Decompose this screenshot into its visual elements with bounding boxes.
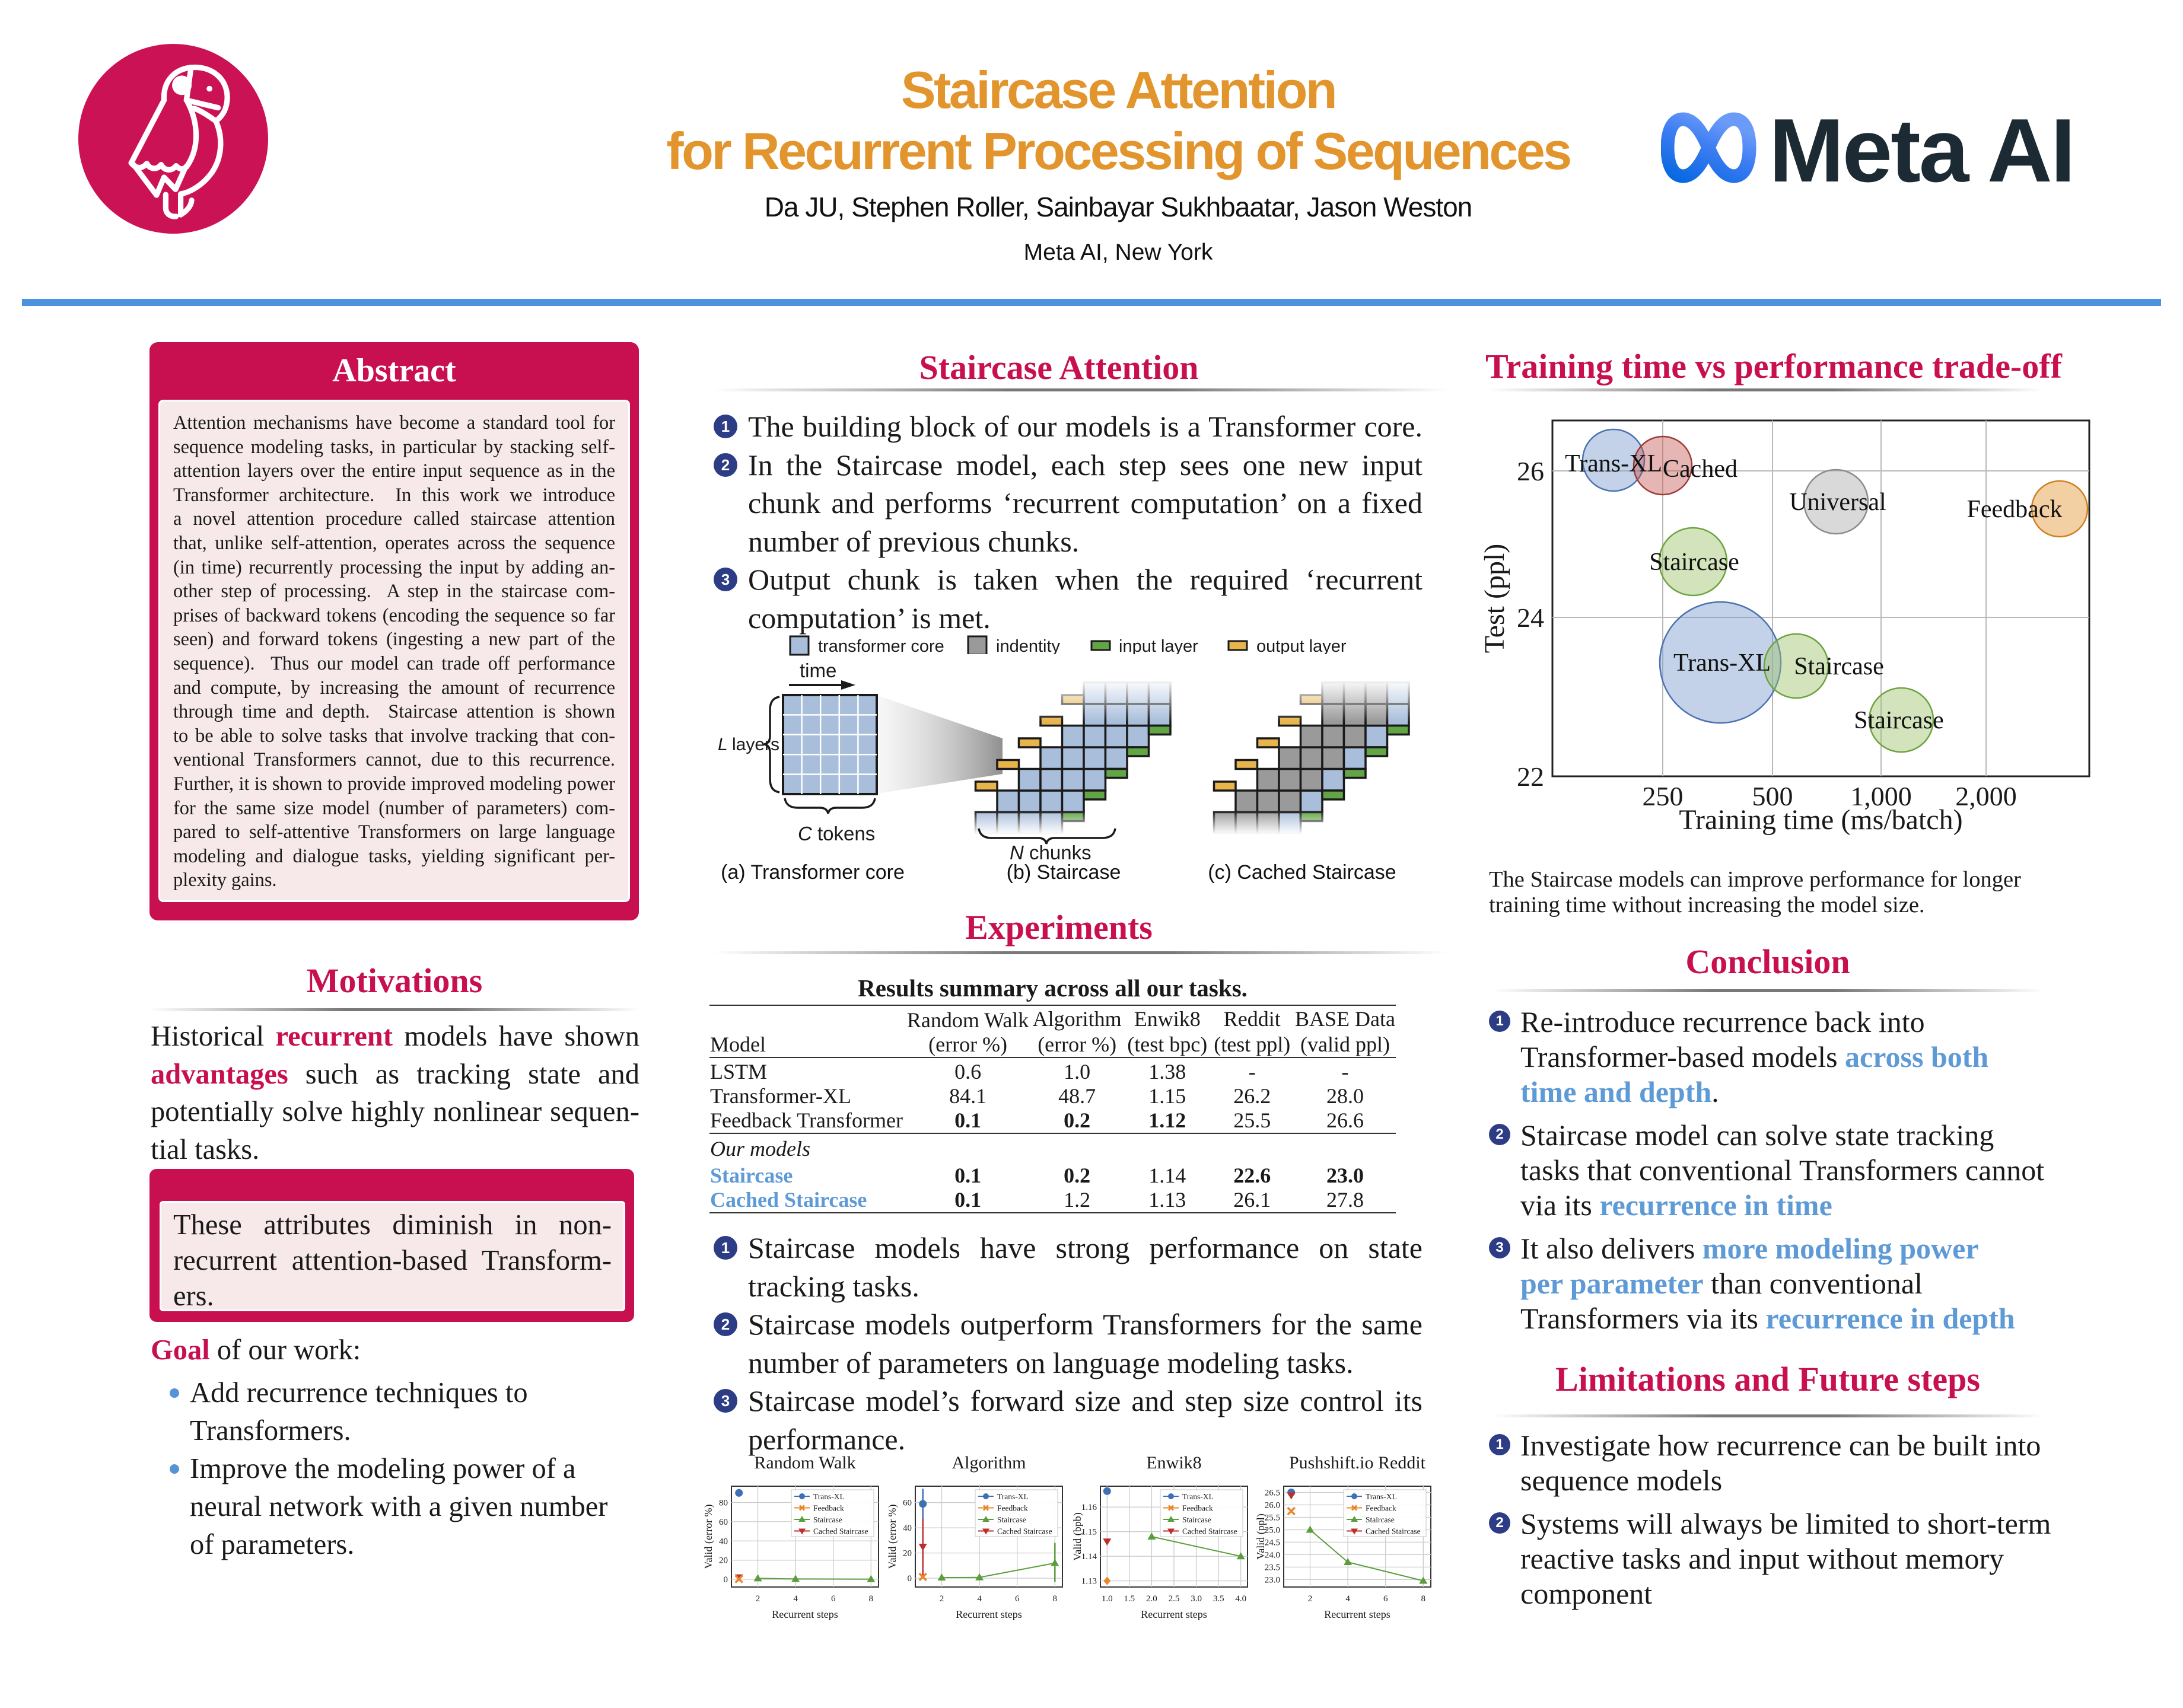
svg-text:0: 0 xyxy=(724,1575,728,1585)
svg-text:25.5: 25.5 xyxy=(1265,1513,1280,1523)
svg-text:60: 60 xyxy=(719,1518,728,1527)
svg-text:output layer: output layer xyxy=(1256,637,1347,656)
svg-text:indentity: indentity xyxy=(996,637,1061,656)
svg-text:Trans-XL: Trans-XL xyxy=(1673,649,1771,677)
svg-text:80: 80 xyxy=(719,1499,728,1508)
svg-text:transformer core: transformer core xyxy=(818,637,944,656)
svg-text:Trans-XL: Trans-XL xyxy=(1366,1492,1397,1501)
svg-text:2.0: 2.0 xyxy=(1146,1594,1157,1604)
svg-text:Valid (bpb): Valid (bpb) xyxy=(1071,1512,1084,1560)
svg-text:26.5: 26.5 xyxy=(1265,1489,1280,1498)
svg-text:Random Walk: Random Walk xyxy=(754,1453,855,1473)
svg-text:6: 6 xyxy=(831,1594,836,1604)
svg-text:Feedback: Feedback xyxy=(1366,1504,1396,1513)
svg-text:2: 2 xyxy=(1308,1594,1313,1604)
svg-text:60: 60 xyxy=(903,1499,912,1508)
svg-text:Valid (error %): Valid (error %) xyxy=(886,1505,899,1569)
svg-text:6: 6 xyxy=(1383,1594,1388,1604)
svg-text:4: 4 xyxy=(1345,1594,1350,1604)
svg-text:layers: layers xyxy=(732,735,779,754)
svg-text:Valid (ppl): Valid (ppl) xyxy=(1255,1513,1267,1559)
svg-text:1.13: 1.13 xyxy=(1081,1577,1097,1586)
svg-text:20: 20 xyxy=(903,1549,912,1559)
svg-text:8: 8 xyxy=(869,1594,874,1604)
svg-text:1,000: 1,000 xyxy=(1850,781,1912,811)
svg-text:6: 6 xyxy=(1015,1594,1020,1604)
svg-text:Cached Staircase: Cached Staircase xyxy=(1366,1527,1421,1536)
svg-text:26: 26 xyxy=(1517,456,1544,486)
svg-text:4: 4 xyxy=(977,1594,982,1604)
svg-text:2.5: 2.5 xyxy=(1169,1594,1180,1604)
svg-text:time: time xyxy=(800,659,836,681)
svg-text:0: 0 xyxy=(908,1574,912,1583)
svg-text:Cached Staircase: Cached Staircase xyxy=(997,1527,1052,1536)
svg-text:Valid (error %): Valid (error %) xyxy=(702,1505,715,1569)
svg-text:Recurrent steps: Recurrent steps xyxy=(1141,1608,1207,1620)
svg-text:Feedback: Feedback xyxy=(997,1504,1028,1513)
svg-text:N chunks: N chunks xyxy=(1010,842,1092,863)
svg-text:40: 40 xyxy=(719,1537,728,1546)
svg-text:Staircase: Staircase xyxy=(813,1515,842,1524)
svg-text:Feedback: Feedback xyxy=(1967,496,2063,523)
svg-text:Training time (ms/batch): Training time (ms/batch) xyxy=(1679,804,1962,836)
svg-text:22: 22 xyxy=(1517,761,1544,792)
svg-text:24.5: 24.5 xyxy=(1265,1538,1280,1547)
svg-text:4.0: 4.0 xyxy=(1235,1594,1246,1604)
svg-text:Feedback: Feedback xyxy=(813,1504,844,1513)
svg-text:2,000: 2,000 xyxy=(1955,781,2017,811)
svg-text:Trans-XL: Trans-XL xyxy=(813,1492,845,1501)
svg-text:4: 4 xyxy=(793,1594,798,1604)
svg-text:Universal: Universal xyxy=(1789,489,1886,516)
svg-text:Feedback: Feedback xyxy=(1182,1504,1213,1513)
svg-text:40: 40 xyxy=(903,1524,912,1533)
svg-text:Pushshift.io Reddit: Pushshift.io Reddit xyxy=(1289,1453,1426,1473)
svg-text:3.0: 3.0 xyxy=(1191,1594,1202,1604)
svg-text:24.0: 24.0 xyxy=(1265,1550,1280,1560)
svg-text:2: 2 xyxy=(756,1594,760,1604)
svg-text:23.5: 23.5 xyxy=(1265,1563,1280,1572)
svg-text:Recurrent steps: Recurrent steps xyxy=(772,1608,838,1620)
svg-text:25.0: 25.0 xyxy=(1265,1526,1280,1535)
svg-text:3.5: 3.5 xyxy=(1213,1594,1224,1604)
svg-text:26.0: 26.0 xyxy=(1265,1501,1280,1511)
svg-text:8: 8 xyxy=(1053,1594,1058,1604)
svg-text:Meta AI: Meta AI xyxy=(1769,111,2074,200)
svg-text:Staircase: Staircase xyxy=(1794,653,1884,680)
svg-text:Trans-XL: Trans-XL xyxy=(1565,450,1662,477)
svg-text:C tokens: C tokens xyxy=(798,823,875,845)
svg-text:Staircase: Staircase xyxy=(997,1515,1026,1524)
svg-text:23.0: 23.0 xyxy=(1265,1575,1280,1585)
svg-text:Recurrent steps: Recurrent steps xyxy=(956,1608,1022,1620)
svg-text:Test (ppl): Test (ppl) xyxy=(1479,544,1510,654)
svg-text:24: 24 xyxy=(1517,603,1544,633)
svg-text:L: L xyxy=(718,735,728,754)
svg-text:500: 500 xyxy=(1752,781,1793,811)
svg-text:Staircase: Staircase xyxy=(1366,1515,1395,1524)
svg-text:Staircase: Staircase xyxy=(1182,1515,1211,1524)
svg-text:Staircase: Staircase xyxy=(1649,549,1739,576)
svg-text:2: 2 xyxy=(940,1594,944,1604)
svg-text:Algorithm: Algorithm xyxy=(952,1453,1026,1473)
svg-text:Recurrent steps: Recurrent steps xyxy=(1324,1608,1390,1620)
svg-text:8: 8 xyxy=(1421,1594,1426,1604)
svg-text:1.5: 1.5 xyxy=(1124,1594,1135,1604)
svg-text:1.15: 1.15 xyxy=(1081,1528,1097,1537)
svg-text:Staircase: Staircase xyxy=(1854,707,1944,734)
svg-text:Trans-XL: Trans-XL xyxy=(997,1492,1029,1501)
svg-text:Cached Staircase: Cached Staircase xyxy=(813,1527,868,1536)
svg-text:Trans-XL: Trans-XL xyxy=(1182,1492,1214,1501)
svg-text:1.16: 1.16 xyxy=(1081,1503,1097,1512)
svg-text:input layer: input layer xyxy=(1119,637,1198,656)
svg-text:20: 20 xyxy=(719,1556,728,1566)
svg-text:1.0: 1.0 xyxy=(1102,1594,1113,1604)
svg-text:Cached: Cached xyxy=(1663,455,1738,483)
svg-text:1.14: 1.14 xyxy=(1081,1552,1097,1562)
svg-text:Cached Staircase: Cached Staircase xyxy=(1182,1527,1237,1536)
svg-text:250: 250 xyxy=(1643,781,1684,811)
svg-text:Enwik8: Enwik8 xyxy=(1146,1453,1201,1473)
